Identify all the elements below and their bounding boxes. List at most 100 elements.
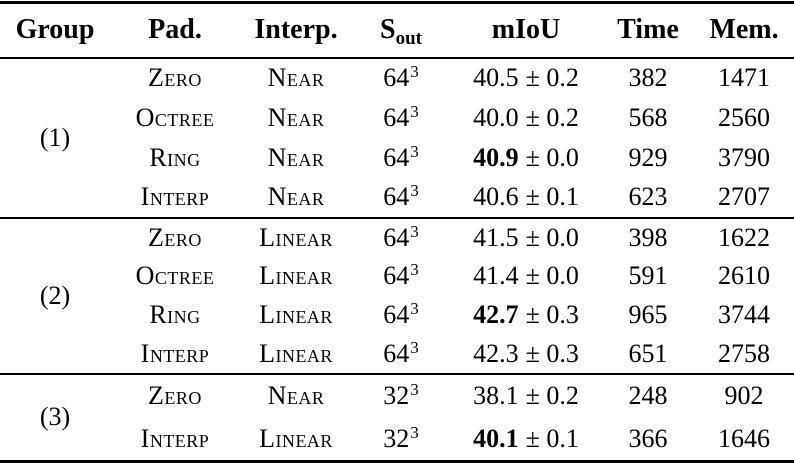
cell-interp: Near xyxy=(267,63,325,92)
cell-mem: 2560 xyxy=(718,102,770,132)
sout-symbol: S xyxy=(380,14,396,46)
table-row: Octree Linear 643 41.4 ± 0.0 591 2610 xyxy=(0,257,794,296)
miou-stddev: ± 0.2 xyxy=(525,102,579,132)
table-row: Interp Linear 323 40.1 ± 0.1 366 1646 xyxy=(0,418,794,462)
cell-sout: 643 xyxy=(383,62,419,92)
cell-miou: 40.0 ± 0.2 xyxy=(450,98,602,138)
cell-time: 568 xyxy=(628,102,668,132)
cell-interp: Linear xyxy=(259,300,333,329)
miou-stddev: ± 0.3 xyxy=(525,338,579,368)
cell-sout: 643 xyxy=(383,221,419,252)
cell-sout: 643 xyxy=(383,260,419,290)
cell-sout: 643 xyxy=(383,141,419,172)
exponent: 3 xyxy=(410,181,419,200)
cell-sout: 323 xyxy=(383,380,419,410)
cell-mem: 3744 xyxy=(718,300,770,329)
results-table: Group Pad. Interp. Sout mIoU Time Mem. (… xyxy=(0,1,794,463)
miou-mean: 40.0 xyxy=(473,102,519,132)
table-row: Interp Near 643 40.6 ± 0.1 623 2707 xyxy=(0,178,794,218)
col-header-sout: Sout xyxy=(352,3,450,58)
cell-interp: Near xyxy=(267,182,325,211)
cell-sout: 643 xyxy=(383,299,419,329)
miou-mean: 41.5 xyxy=(473,222,519,252)
exponent: 3 xyxy=(410,337,419,357)
miou-stddev: ± 0.2 xyxy=(525,381,579,410)
cell-miou: 41.5 ± 0.0 xyxy=(450,218,602,257)
exponent: 3 xyxy=(410,299,419,318)
cell-mem: 1622 xyxy=(718,222,770,252)
cell-pad: Octree xyxy=(135,102,215,132)
miou-mean: 38.1 xyxy=(473,381,519,410)
miou-mean: 40.1 xyxy=(473,423,519,453)
miou-stddev: ± 0.3 xyxy=(525,300,579,329)
table-row: Interp Linear 643 42.3 ± 0.3 651 2758 xyxy=(0,335,794,374)
cell-time: 591 xyxy=(628,261,668,290)
cell-miou: 40.9 ± 0.0 xyxy=(450,138,602,178)
cell-pad: Zero xyxy=(148,63,202,92)
cell-pad: Zero xyxy=(148,381,202,410)
cell-pad: Interp xyxy=(140,182,210,211)
cell-interp: Near xyxy=(267,381,325,410)
miou-stddev: ± 0.2 xyxy=(525,63,579,92)
exponent: 3 xyxy=(410,422,419,442)
group-label: (2) xyxy=(39,280,71,310)
col-header-pad: Pad. xyxy=(148,14,202,46)
sout-subscript: out xyxy=(395,28,422,50)
miou-stddev: ± 0.0 xyxy=(525,222,579,252)
cell-pad: Interp xyxy=(140,423,210,453)
col-header-mem: Mem. xyxy=(709,14,779,46)
cell-pad: Octree xyxy=(135,261,215,290)
col-header-miou: mIoU xyxy=(491,14,561,46)
exponent: 3 xyxy=(410,260,419,279)
miou-mean: 40.6 xyxy=(473,182,519,211)
miou-stddev: ± 0.1 xyxy=(525,423,579,453)
cell-interp: Linear xyxy=(259,423,333,453)
exponent: 3 xyxy=(410,62,419,81)
cell-pad: Interp xyxy=(140,338,210,368)
cell-mem: 1646 xyxy=(718,423,770,453)
cell-miou: 42.3 ± 0.3 xyxy=(450,335,602,374)
cell-time: 929 xyxy=(628,142,668,172)
table-row: (3) Zero Near 323 38.1 ± 0.2 248 902 xyxy=(0,374,794,431)
exponent: 3 xyxy=(410,380,419,399)
cell-time: 651 xyxy=(628,338,668,368)
col-header-time: Time xyxy=(617,14,679,46)
cell-time: 398 xyxy=(628,222,668,252)
cell-mem: 3790 xyxy=(718,142,770,172)
miou-stddev: ± 0.0 xyxy=(525,261,579,290)
group-1: (1) Zero Near 643 40.5 ± 0.2 382 1471 Oct… xyxy=(0,58,794,218)
cell-time: 248 xyxy=(628,381,668,410)
cell-time: 382 xyxy=(628,63,668,92)
cell-miou: 38.1 ± 0.2 xyxy=(450,374,602,418)
cell-miou: 40.6 ± 0.1 xyxy=(450,178,602,218)
cell-interp: Linear xyxy=(259,222,333,252)
cell-miou: 40.5 ± 0.2 xyxy=(450,58,602,98)
cell-mem: 2758 xyxy=(718,338,770,368)
miou-mean: 42.7 xyxy=(473,300,519,329)
group-2: (2) Zero Linear 643 41.5 ± 0.0 398 1622 O… xyxy=(0,217,794,374)
cell-interp: Linear xyxy=(259,261,333,290)
miou-mean: 40.9 xyxy=(473,142,519,172)
cell-interp: Near xyxy=(267,142,325,172)
table-row: Ring Near 643 40.9 ± 0.0 929 3790 xyxy=(0,138,794,178)
miou-mean: 41.4 xyxy=(473,261,519,290)
table-row: Octree Near 643 40.0 ± 0.2 568 2560 xyxy=(0,98,794,138)
cell-time: 366 xyxy=(628,423,668,453)
table-row: (2) Zero Linear 643 41.5 ± 0.0 398 1622 xyxy=(0,218,794,310)
cell-time: 623 xyxy=(628,182,668,211)
group-label: (3) xyxy=(39,402,71,432)
cell-interp: Near xyxy=(267,102,325,132)
cell-interp: Linear xyxy=(259,338,333,368)
cell-sout: 643 xyxy=(383,101,419,132)
miou-mean: 42.3 xyxy=(473,338,519,368)
exponent: 3 xyxy=(410,221,419,241)
cell-miou: 42.7 ± 0.3 xyxy=(450,296,602,335)
exponent: 3 xyxy=(410,101,419,121)
cell-pad: Zero xyxy=(148,222,202,252)
cell-sout: 323 xyxy=(383,422,419,453)
table-header-row: Group Pad. Interp. Sout mIoU Time Mem. xyxy=(0,3,794,58)
cell-time: 965 xyxy=(628,300,668,329)
cell-sout: 643 xyxy=(383,181,419,211)
cell-miou: 40.1 ± 0.1 xyxy=(450,418,602,462)
